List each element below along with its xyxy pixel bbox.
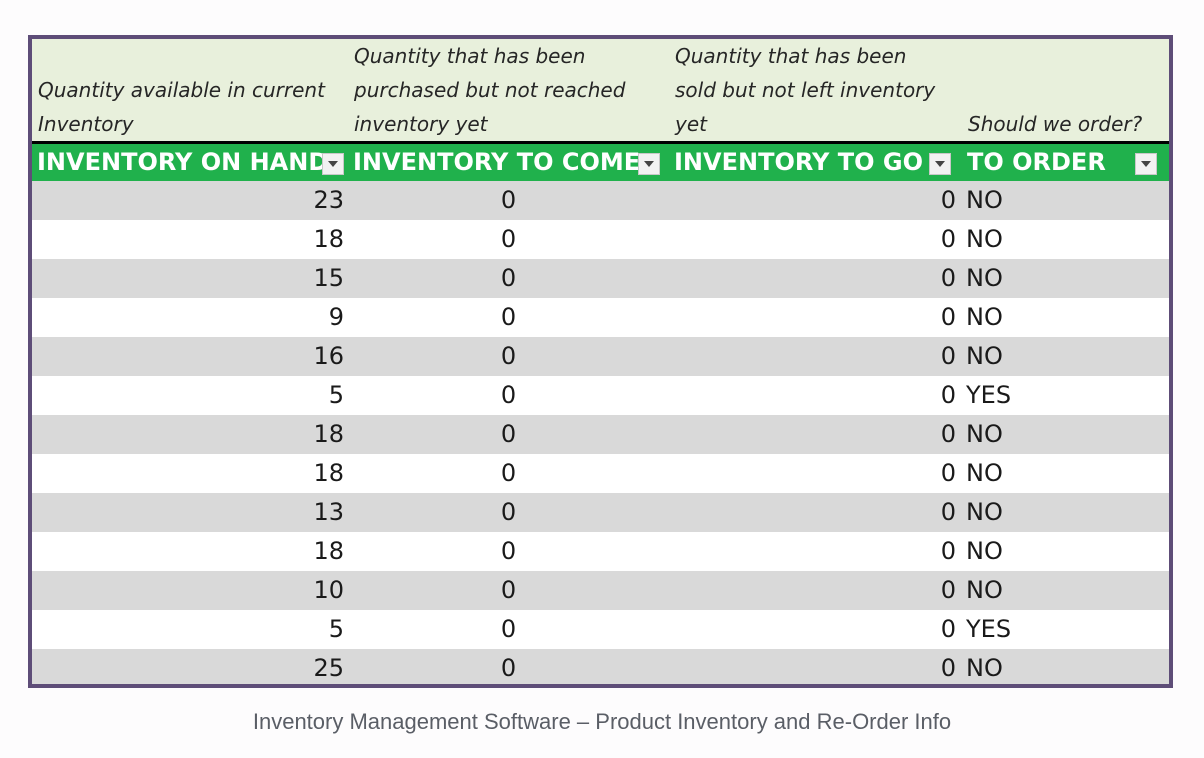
description-to-order-text: Should we order? xyxy=(968,112,1143,136)
header-to-come[interactable]: INVENTORY TO COME xyxy=(348,144,669,181)
cell-to-go[interactable]: 0 xyxy=(940,420,956,448)
cell-to-come[interactable]: 0 xyxy=(500,459,517,487)
table-body: 23 0 0 NO 18 0 0 NO 15 0 0 NO 9 0 0 NO 16 0 0 NO 5 0 0 YES 18 0 0 N… xyxy=(32,181,1169,684)
cell-to-order[interactable]: NO xyxy=(966,186,1003,214)
figure-caption: Inventory Management Software – Product … xyxy=(252,709,952,734)
cell-to-order[interactable]: NO xyxy=(966,264,1003,292)
filter-dropdown-icon[interactable] xyxy=(322,153,344,175)
inventory-table: Quantity available in current Inventory … xyxy=(28,35,1173,688)
cell-to-come[interactable]: 0 xyxy=(500,381,517,409)
description-row: Quantity available in current Inventory … xyxy=(32,39,1169,141)
cell-on-hand[interactable]: 9 xyxy=(328,303,344,331)
description-to-order: Should we order? xyxy=(962,39,1169,141)
cell-on-hand[interactable]: 18 xyxy=(313,459,344,487)
cell-to-go[interactable]: 0 xyxy=(940,381,956,409)
header-to-order-label: TO ORDER xyxy=(967,148,1106,176)
table-row: 5 0 0 YES xyxy=(32,376,1169,415)
cell-on-hand[interactable]: 16 xyxy=(313,342,344,370)
filter-dropdown-icon[interactable] xyxy=(638,153,660,175)
cell-to-come[interactable]: 0 xyxy=(500,615,517,643)
description-to-come-text: Quantity that has been purchased but not… xyxy=(354,44,626,136)
cell-on-hand[interactable]: 5 xyxy=(328,615,344,643)
description-to-go-text: Quantity that has been sold but not left… xyxy=(675,44,936,136)
cell-to-go[interactable]: 0 xyxy=(940,186,956,214)
header-to-order[interactable]: TO ORDER xyxy=(962,144,1169,181)
table-row: 25 0 0 NO xyxy=(32,649,1169,684)
cell-on-hand[interactable]: 18 xyxy=(313,420,344,448)
cell-to-order[interactable]: YES xyxy=(966,615,1012,643)
cell-to-go[interactable]: 0 xyxy=(940,615,956,643)
cell-on-hand[interactable]: 5 xyxy=(328,381,344,409)
cell-on-hand[interactable]: 13 xyxy=(313,498,344,526)
header-on-hand-label: INVENTORY ON HAND xyxy=(37,148,329,176)
cell-to-come[interactable]: 0 xyxy=(500,264,517,292)
table-row: 10 0 0 NO xyxy=(32,571,1169,610)
table-row: 18 0 0 NO xyxy=(32,415,1169,454)
cell-to-go[interactable]: 0 xyxy=(940,459,956,487)
cell-to-go[interactable]: 0 xyxy=(940,342,956,370)
cell-to-go[interactable]: 0 xyxy=(940,654,956,682)
cell-to-come[interactable]: 0 xyxy=(500,654,517,682)
cell-to-come[interactable]: 0 xyxy=(500,186,517,214)
table-row: 18 0 0 NO xyxy=(32,220,1169,259)
cell-to-come[interactable]: 0 xyxy=(500,342,517,370)
cell-to-come[interactable]: 0 xyxy=(500,498,517,526)
filter-dropdown-icon[interactable] xyxy=(1135,153,1157,175)
cell-to-come[interactable]: 0 xyxy=(500,303,517,331)
cell-to-order[interactable]: NO xyxy=(966,420,1003,448)
header-on-hand[interactable]: INVENTORY ON HAND xyxy=(32,144,348,181)
cell-to-come[interactable]: 0 xyxy=(500,576,517,604)
cell-to-come[interactable]: 0 xyxy=(500,225,517,253)
description-on-hand: Quantity available in current Inventory xyxy=(32,39,348,141)
cell-to-order[interactable]: NO xyxy=(966,654,1003,682)
cell-on-hand[interactable]: 18 xyxy=(313,225,344,253)
table-row: 13 0 0 NO xyxy=(32,493,1169,532)
cell-to-go[interactable]: 0 xyxy=(940,537,956,565)
cell-to-order[interactable]: YES xyxy=(966,381,1012,409)
cell-to-order[interactable]: NO xyxy=(966,576,1003,604)
cell-on-hand[interactable]: 23 xyxy=(313,186,344,214)
header-to-go[interactable]: INVENTORY TO GO xyxy=(669,144,962,181)
header-to-come-label: INVENTORY TO COME xyxy=(353,148,641,176)
table-row: 5 0 0 YES xyxy=(32,610,1169,649)
cell-to-go[interactable]: 0 xyxy=(940,303,956,331)
cell-on-hand[interactable]: 10 xyxy=(313,576,344,604)
table-row: 16 0 0 NO xyxy=(32,337,1169,376)
table-row: 18 0 0 NO xyxy=(32,532,1169,571)
cell-on-hand[interactable]: 25 xyxy=(313,654,344,682)
description-on-hand-text: Quantity available in current Inventory xyxy=(38,78,325,136)
cell-to-go[interactable]: 0 xyxy=(940,498,956,526)
table-row: 23 0 0 NO xyxy=(32,181,1169,220)
cell-to-go[interactable]: 0 xyxy=(940,225,956,253)
description-to-come: Quantity that has been purchased but not… xyxy=(348,39,669,141)
description-to-go: Quantity that has been sold but not left… xyxy=(669,39,962,141)
cell-to-order[interactable]: NO xyxy=(966,303,1003,331)
table-row: 18 0 0 NO xyxy=(32,454,1169,493)
table-row: 9 0 0 NO xyxy=(32,298,1169,337)
cell-to-order[interactable]: NO xyxy=(966,225,1003,253)
cell-to-order[interactable]: NO xyxy=(966,537,1003,565)
cell-to-go[interactable]: 0 xyxy=(940,576,956,604)
cell-to-go[interactable]: 0 xyxy=(940,264,956,292)
filter-dropdown-icon[interactable] xyxy=(929,153,951,175)
cell-to-order[interactable]: NO xyxy=(966,498,1003,526)
header-to-go-label: INVENTORY TO GO xyxy=(674,148,923,176)
table-row: 15 0 0 NO xyxy=(32,259,1169,298)
cell-to-come[interactable]: 0 xyxy=(500,537,517,565)
cell-on-hand[interactable]: 15 xyxy=(313,264,344,292)
header-row: INVENTORY ON HAND INVENTORY TO COME INVE… xyxy=(32,141,1169,181)
cell-on-hand[interactable]: 18 xyxy=(313,537,344,565)
cell-to-come[interactable]: 0 xyxy=(500,420,517,448)
cell-to-order[interactable]: NO xyxy=(966,342,1003,370)
cell-to-order[interactable]: NO xyxy=(966,459,1003,487)
